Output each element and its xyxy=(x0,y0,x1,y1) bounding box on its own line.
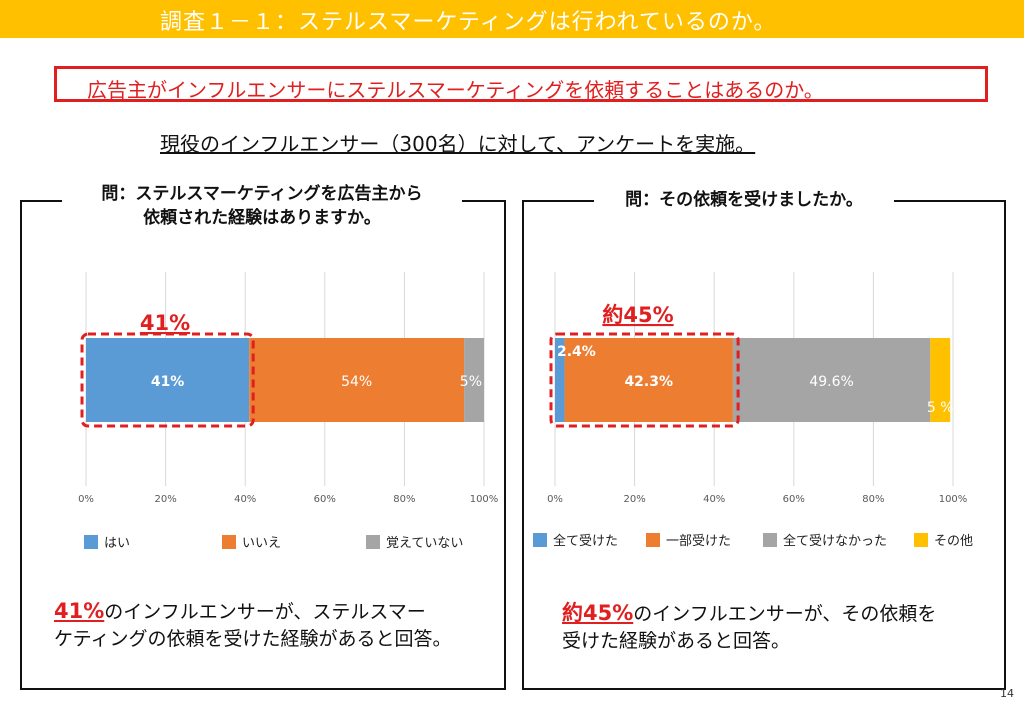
survey-note: 現役のインフルエンサー（300名）に対して、アンケートを実施。 xyxy=(160,132,756,156)
left-bar-segment xyxy=(464,338,484,422)
right-legend-label: 全て受けた xyxy=(553,533,618,549)
right-panel: 問：その依頼を受けましたか。 xyxy=(522,188,1006,690)
left-callout: 41%のインフルエンサーが、ステルスマー ケティングの依頼を受けた経験があると回… xyxy=(54,598,451,653)
title-bar: 調査１－１：ステルスマーケティングは行われているのか。 xyxy=(0,0,1024,38)
right-callout-line1: のインフルエンサーが、その依頼を xyxy=(633,603,937,625)
right-legend-swatch xyxy=(914,533,928,547)
left-legend-label: 覚えていない xyxy=(386,536,463,551)
right-legend-swatch xyxy=(533,533,547,547)
left-data-label: 5% xyxy=(460,374,482,390)
left-panel: 問：ステルスマーケティングを広告主から 依頼された経験はありますか。 xyxy=(20,182,506,690)
left-callout-highlight: 41% xyxy=(54,599,105,623)
right-highlight-box xyxy=(549,332,740,428)
left-callout-line2: ケティングの依頼を受けた経験があると回答。 xyxy=(54,628,452,650)
left-callout-line1: のインフルエンサーが、ステルスマー xyxy=(104,601,426,623)
right-legend-swatch xyxy=(763,533,777,547)
left-tick-label: 20% xyxy=(154,494,176,505)
left-legend-label: いいえ xyxy=(242,536,281,551)
left-tick-label: 40% xyxy=(234,494,256,505)
right-tick-label: 80% xyxy=(862,494,884,505)
left-question-line2: 依頼された経験はありますか。 xyxy=(143,208,381,228)
right-tick-label: 20% xyxy=(623,494,645,505)
left-data-label: 41% xyxy=(151,374,185,390)
left-legend-swatch xyxy=(84,535,98,549)
right-data-label: 42.3% xyxy=(624,374,673,390)
right-data-label: 49.6% xyxy=(809,374,853,390)
right-highlight-label: 約45% xyxy=(602,303,673,327)
left-tick-label: 80% xyxy=(393,494,415,505)
right-callout: 約45%のインフルエンサーが、その依頼を 受けた経験があると回答。 xyxy=(562,600,936,655)
right-tick-label: 40% xyxy=(703,494,725,505)
right-callout-line2: 受けた経験があると回答。 xyxy=(562,630,791,652)
left-tick-label: 100% xyxy=(470,494,499,505)
right-data-label: 5 % xyxy=(927,400,954,416)
left-legend-label: はい xyxy=(104,536,130,551)
left-highlight-box xyxy=(80,332,255,428)
left-legend-swatch xyxy=(366,535,380,549)
left-bar-segment xyxy=(249,338,465,422)
right-bar-segment xyxy=(555,338,565,422)
left-legend-swatch xyxy=(222,535,236,549)
left-highlight-label: 41% xyxy=(140,311,190,335)
left-bar-segment xyxy=(86,338,250,422)
research-question: 広告主がインフルエンサーにステルスマーケティングを依頼することはあるのか。 xyxy=(87,78,824,102)
left-panel-question: 問：ステルスマーケティングを広告主から 依頼された経験はありますか。 xyxy=(62,182,462,230)
right-legend-label: 一部受けた xyxy=(666,534,731,549)
page-number: 14 xyxy=(1000,687,1014,700)
left-tick-label: 60% xyxy=(314,494,336,505)
right-tick-label: 60% xyxy=(783,494,805,505)
right-bar-segment xyxy=(564,338,733,422)
right-legend-label: その他 xyxy=(934,534,973,549)
left-tick-label: 0% xyxy=(78,494,94,505)
right-legend-label: 全て受けなかった xyxy=(783,533,887,549)
left-data-label: 54% xyxy=(341,374,372,390)
research-question-box: 広告主がインフルエンサーにステルスマーケティングを依頼することはあるのか。 xyxy=(54,66,988,102)
left-question-line1: 問：ステルスマーケティングを広告主から xyxy=(101,184,423,204)
right-panel-question: 問：その依頼を受けましたか。 xyxy=(594,188,894,212)
right-callout-highlight: 約45% xyxy=(562,601,634,625)
right-bar-segment xyxy=(930,338,951,422)
right-data-label: 2.4% xyxy=(557,344,596,360)
right-bar-segment xyxy=(732,338,931,422)
right-legend-swatch xyxy=(646,533,660,547)
right-tick-label: 100% xyxy=(939,494,968,505)
right-tick-label: 0% xyxy=(547,494,563,505)
slide-title: 調査１－１：ステルスマーケティングは行われているのか。 xyxy=(160,10,777,35)
